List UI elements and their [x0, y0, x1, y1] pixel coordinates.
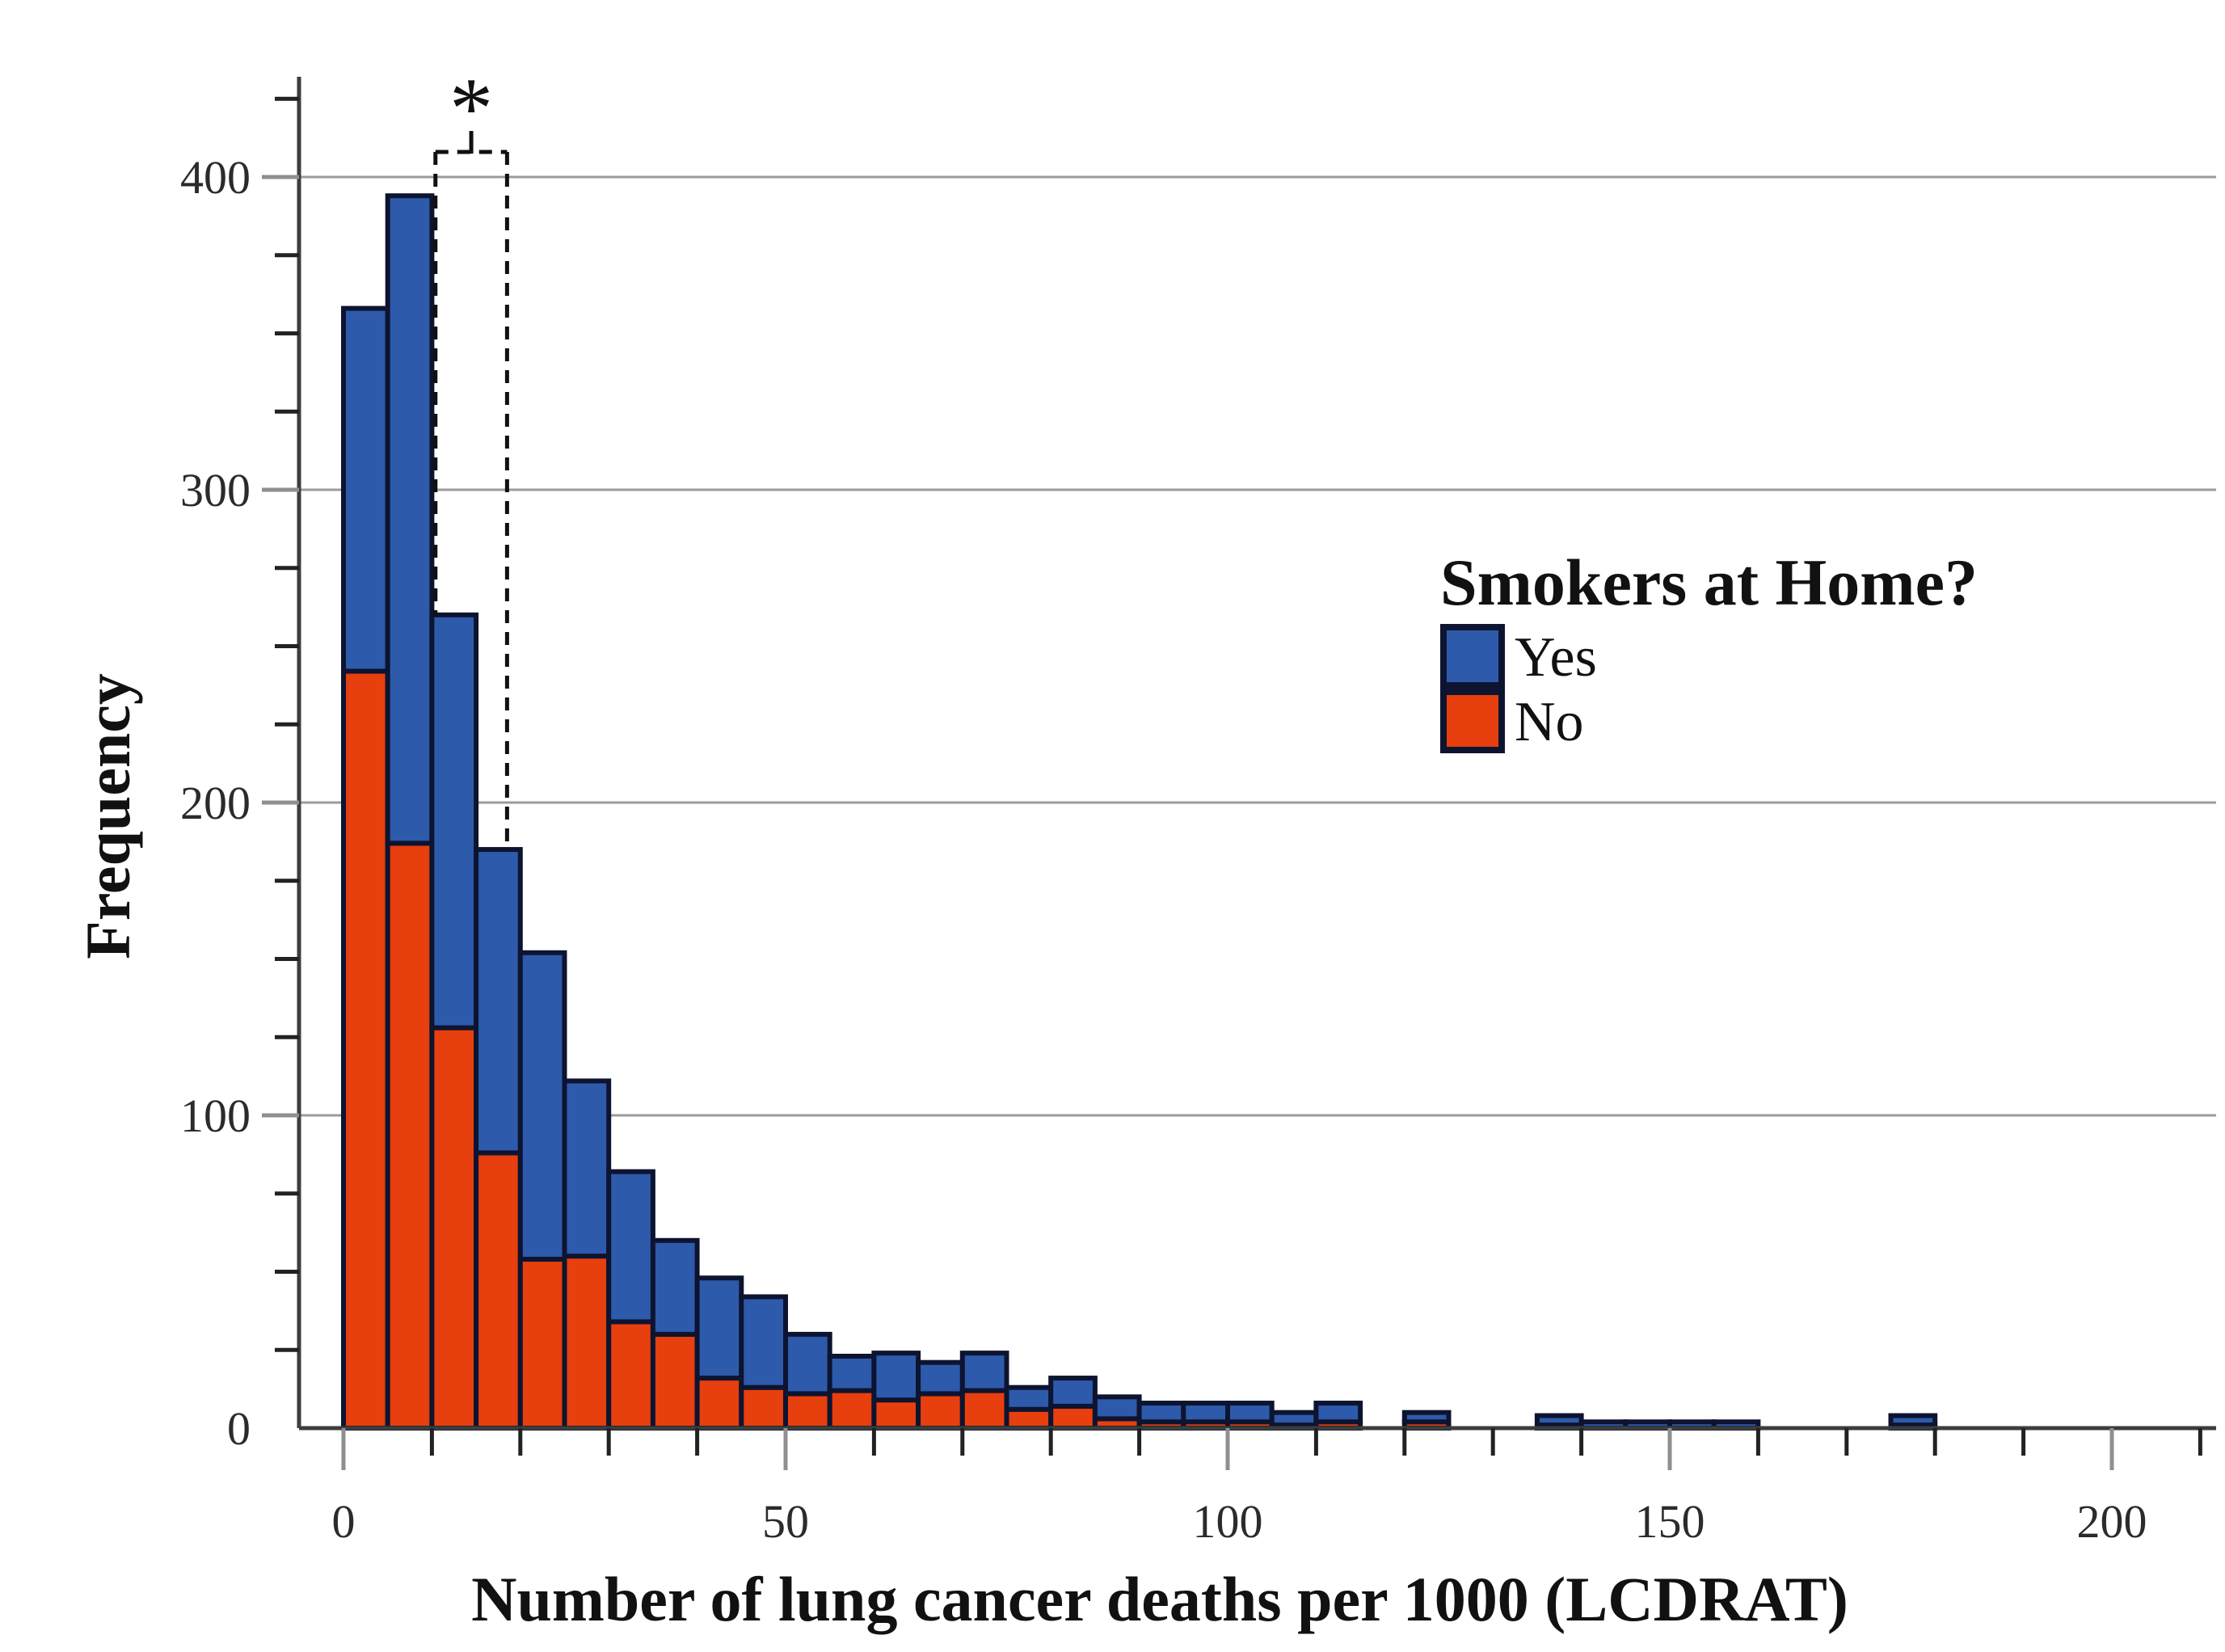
- bar-segment-no: [385, 841, 435, 1431]
- bar-segment-no: [429, 1025, 479, 1431]
- bar-segment-no: [562, 1254, 612, 1431]
- bar-segment-yes: [1225, 1401, 1275, 1425]
- legend-title: Smokers at Home?: [1440, 546, 1978, 619]
- axis-ticks: [262, 96, 2202, 1470]
- bar-segment-yes: [1092, 1394, 1142, 1422]
- histogram-bars: [341, 193, 1938, 1431]
- bar-segment-yes: [1181, 1401, 1231, 1425]
- bar-segment-no: [739, 1384, 788, 1431]
- bar-segment-yes: [385, 193, 435, 846]
- x-tick-label: 0: [332, 1495, 356, 1548]
- bar-segment-yes: [341, 306, 390, 674]
- y-tick-label: 100: [180, 1089, 251, 1142]
- bar-segment-yes: [1269, 1410, 1319, 1428]
- bar-segment-no: [474, 1150, 523, 1431]
- asterisk-annotation: *: [449, 61, 493, 157]
- y-tick-label: 400: [180, 151, 251, 204]
- bar-segment-yes: [959, 1351, 1009, 1393]
- significance-annotation: *: [433, 61, 509, 850]
- x-tick-label: 200: [2077, 1495, 2147, 1548]
- bar-segment-yes: [871, 1351, 921, 1403]
- bar-segment-no: [1048, 1403, 1098, 1431]
- bar-segment-yes: [474, 847, 523, 1156]
- bar-segment-no: [871, 1397, 921, 1431]
- x-axis-title: Number of lung cancer deaths per 1000 (L…: [471, 1564, 1848, 1634]
- bar-segment-yes: [694, 1275, 744, 1381]
- gridlines: [299, 175, 2216, 1117]
- axes: [297, 77, 2216, 1431]
- bar-segment-yes: [1048, 1376, 1098, 1409]
- axis-tick-labels: 0 100 200 300 400 0 50 100 150 200: [180, 151, 2147, 1548]
- bar-segment-yes: [739, 1294, 788, 1390]
- bar-segment-no: [916, 1391, 965, 1431]
- bar-segment-no: [341, 668, 390, 1431]
- dashed-highlight-box: [433, 131, 509, 850]
- bar-segment-yes: [606, 1169, 655, 1325]
- bar-segment-yes: [1313, 1401, 1363, 1425]
- x-tick-label: 50: [762, 1495, 809, 1548]
- bar-segment-yes: [1136, 1401, 1186, 1425]
- bar-segment-no: [827, 1388, 877, 1431]
- bar-segment-yes: [1888, 1413, 1938, 1428]
- bar-segment-yes: [827, 1353, 877, 1393]
- x-tick-label: 150: [1635, 1495, 1705, 1548]
- legend-swatch-yes: [1440, 624, 1505, 689]
- bar-segment-no: [959, 1388, 1009, 1431]
- bar-segment-no: [694, 1376, 744, 1431]
- bar-segment-no: [650, 1331, 700, 1431]
- x-tick-label: 100: [1193, 1495, 1263, 1548]
- bar-segment-no: [783, 1391, 832, 1431]
- bar-segment-yes: [916, 1359, 965, 1397]
- bar-segment-yes: [783, 1331, 832, 1397]
- bar-segment-yes: [562, 1078, 612, 1259]
- bar-segment-no: [1004, 1406, 1054, 1431]
- y-tick-label: 300: [180, 464, 251, 516]
- bar-segment-no: [517, 1257, 567, 1431]
- bar-segment-yes: [1401, 1410, 1452, 1425]
- bar-segment-yes: [1004, 1384, 1054, 1412]
- y-axis-title: Frequency: [73, 673, 143, 959]
- bar-segment-yes: [517, 950, 567, 1262]
- bar-segment-yes: [1534, 1413, 1584, 1428]
- y-tick-label: 0: [227, 1402, 251, 1455]
- y-tick-label: 200: [180, 777, 251, 829]
- legend-label-no: No: [1515, 691, 1584, 753]
- bar-segment-yes: [429, 612, 479, 1030]
- bar-segment-no: [606, 1319, 655, 1431]
- legend: Smokers at Home? Yes No: [1440, 546, 1978, 753]
- bar-segment-yes: [650, 1237, 700, 1337]
- legend-label-yes: Yes: [1515, 626, 1597, 689]
- legend-swatch-no: [1440, 689, 1505, 753]
